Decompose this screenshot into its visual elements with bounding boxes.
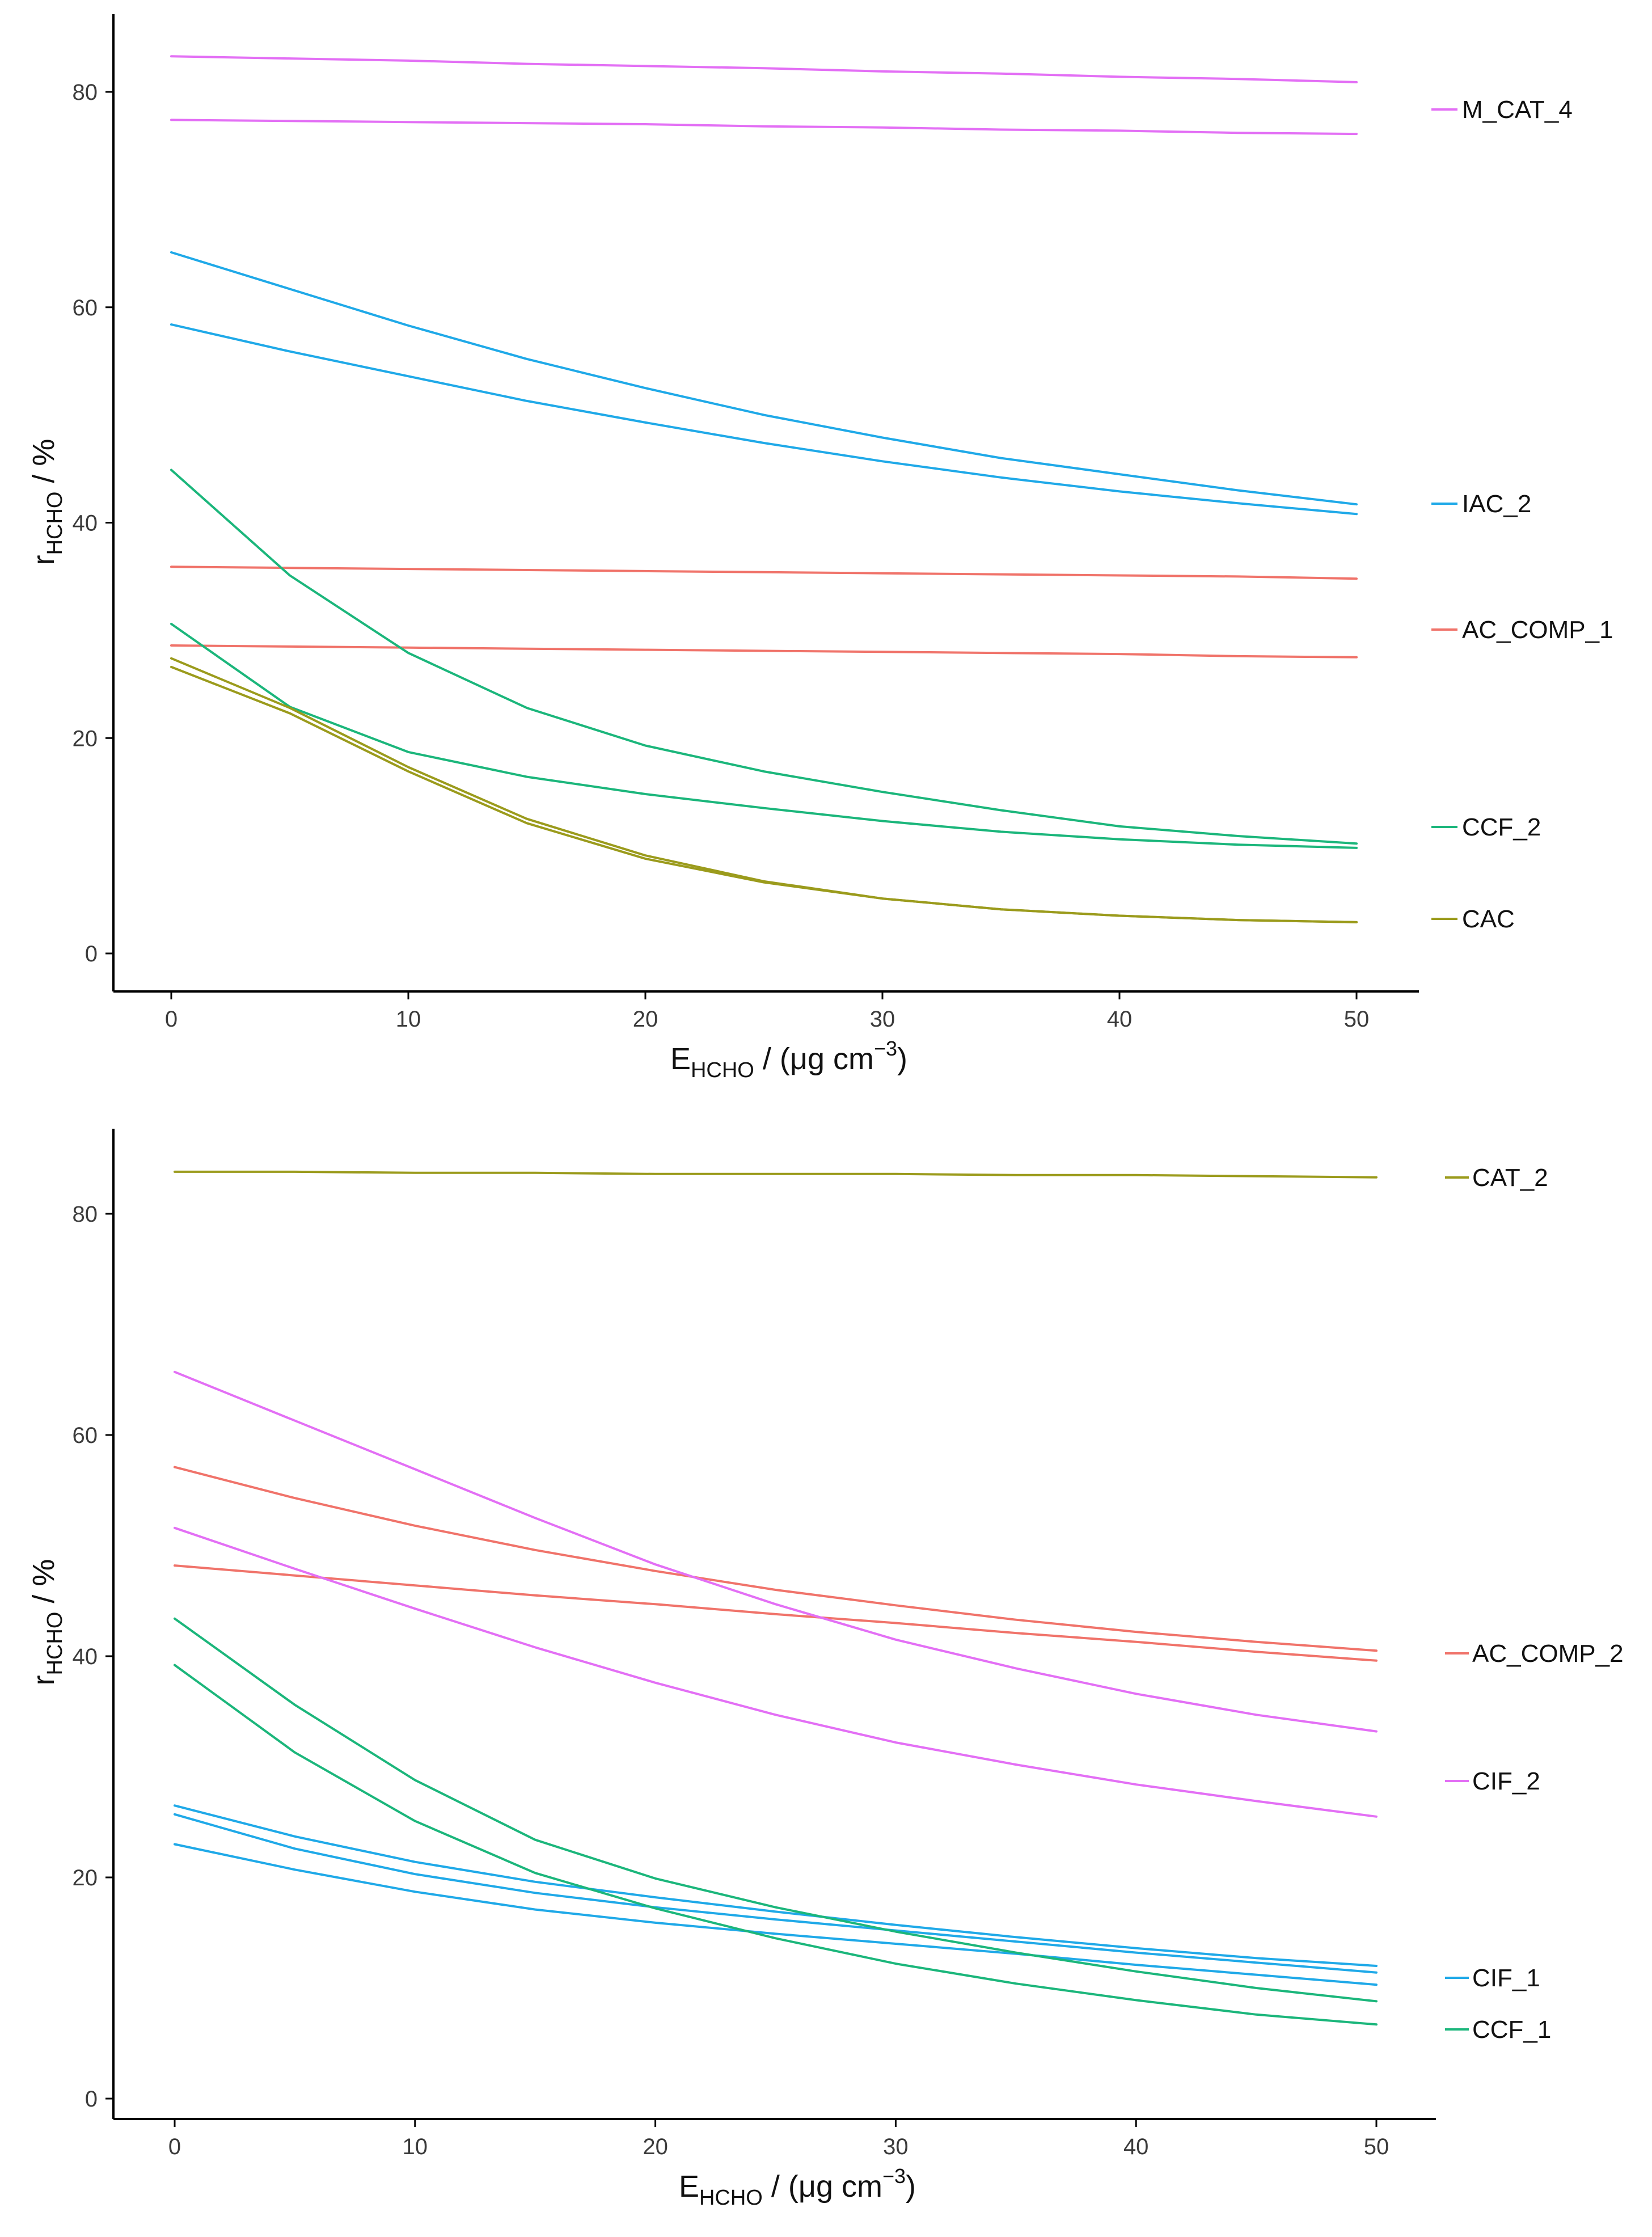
y-tick-label: 0 [85, 2087, 98, 2112]
series-line [174, 1813, 1378, 1974]
legend-label: CIF_1 [1472, 1964, 1540, 1992]
x-axis-title: EHCHO / (μg cm−3) [670, 1037, 907, 1082]
legend-label: IAC_2 [1462, 490, 1531, 518]
legend-label: CCF_1 [1472, 2016, 1551, 2044]
x-tick-label: 0 [165, 1007, 178, 1032]
series-line-cif_2 [174, 1370, 1378, 1733]
legend-label: CIF_2 [1472, 1767, 1540, 1795]
chart-panel-top: 0 10 20 30 40 50 0 20 40 60 80 M_CAT_4 IAC_2 AC_COMP_… [27, 14, 1613, 1082]
x-tick-label: 0 [168, 2134, 181, 2159]
legend-label: M_CAT_4 [1462, 96, 1573, 124]
series-line [170, 119, 1358, 136]
x-axis-title: EHCHO / (μg cm−3) [679, 2164, 916, 2210]
x-tick-label: 10 [403, 2134, 428, 2159]
x-tick-label: 40 [1107, 1007, 1133, 1032]
series-line [174, 1664, 1378, 2026]
legend-label: CAC [1462, 905, 1515, 933]
y-tick-label: 60 [73, 296, 98, 320]
y-tick-label: 80 [73, 80, 98, 105]
x-tick-label: 30 [883, 2134, 909, 2159]
x-tick-label: 10 [396, 1007, 421, 1032]
series-line-cif_1 [174, 1804, 1378, 1967]
legend-label: AC_COMP_1 [1462, 616, 1613, 644]
series-line [170, 323, 1358, 516]
y-tick-label: 60 [73, 1423, 98, 1448]
y-tick-label: 20 [73, 726, 98, 751]
series-line [174, 1526, 1378, 1818]
series-line [174, 1564, 1378, 1662]
series-line [170, 644, 1358, 659]
series-line-iac_2 [170, 251, 1358, 506]
y-tick-label: 40 [73, 511, 98, 536]
y-tick-label: 40 [73, 1644, 98, 1669]
y-tick-label: 20 [73, 1865, 98, 1890]
legend-label: CCF_2 [1462, 813, 1541, 841]
x-tick-label: 20 [633, 1007, 658, 1032]
x-tick-label: 40 [1123, 2134, 1149, 2159]
legend-label: AC_COMP_2 [1472, 1640, 1624, 1668]
series-line-ac_comp_1 [170, 565, 1358, 580]
y-axis-title: rHCHO / % [27, 439, 67, 565]
x-tick-label: 50 [1344, 1007, 1370, 1032]
series-line-ac_comp_2 [174, 1466, 1378, 1652]
series-line [170, 665, 1358, 923]
series-line-ccf_1 [174, 1617, 1378, 2003]
x-tick-label: 50 [1364, 2134, 1389, 2159]
series-line-cat_2 [174, 1170, 1378, 1179]
y-tick-label: 80 [73, 1202, 98, 1227]
series-line [170, 623, 1358, 849]
chart-panel-bottom: 0 10 20 30 40 50 0 20 40 60 80 CAT_2 AC_COMP_2 CIF_2 C… [27, 1129, 1624, 2210]
series-line-ccf_2 [170, 468, 1358, 845]
series-line [174, 1843, 1378, 1986]
y-tick-label: 0 [85, 942, 98, 966]
y-axis-title: rHCHO / % [27, 1559, 67, 1686]
series-line-m_cat_4 [170, 55, 1358, 83]
x-tick-label: 30 [870, 1007, 895, 1032]
x-tick-label: 20 [643, 2134, 668, 2159]
legend-label: CAT_2 [1472, 1164, 1548, 1192]
